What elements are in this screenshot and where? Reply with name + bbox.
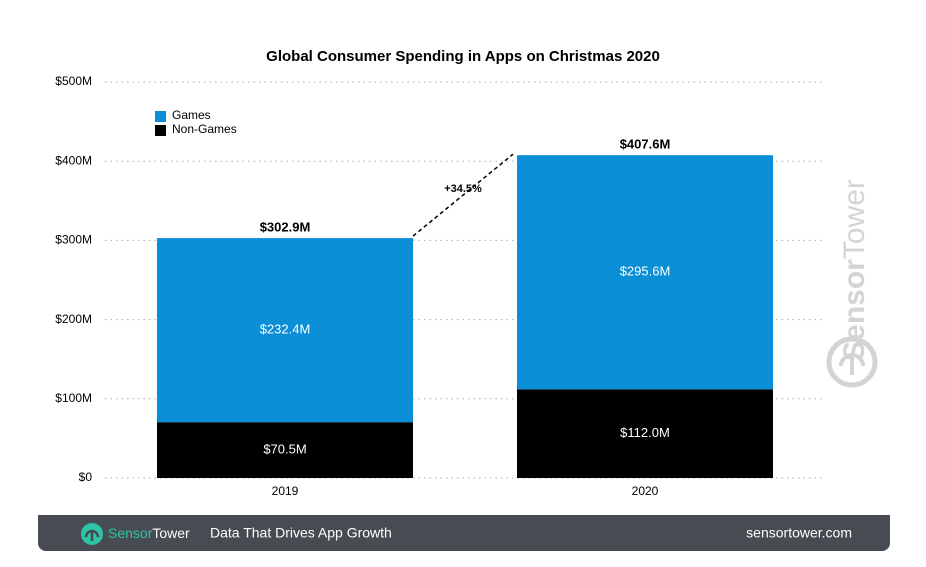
value-label: $232.4M	[260, 322, 311, 337]
bar-segment	[517, 389, 773, 478]
value-label: $112.0M	[620, 425, 670, 440]
footer-brand-second: Tower	[152, 525, 190, 541]
chart-title: Global Consumer Spending in Apps on Chri…	[266, 48, 660, 65]
y-tick-label: $500M	[55, 74, 92, 88]
bar-segment	[517, 155, 773, 390]
legend-label: Games	[172, 108, 211, 122]
y-tick-label: $0	[79, 470, 93, 484]
footer-tagline: Data That Drives App Growth	[210, 525, 392, 541]
growth-line	[412, 153, 514, 237]
bar-segment	[157, 422, 413, 478]
y-tick-label: $200M	[55, 312, 92, 326]
watermark-logo	[826, 336, 878, 388]
legend-swatch	[155, 111, 166, 122]
x-tick-label: 2020	[632, 484, 659, 498]
y-tick-label: $400M	[55, 153, 92, 167]
footer-url: sensortower.com	[746, 525, 852, 541]
footer-brand-first: Sensor	[108, 525, 153, 541]
growth-annotation: +34.5%	[444, 183, 482, 195]
watermark: SensorTower	[838, 179, 871, 361]
legend-swatch	[155, 125, 166, 136]
footer-bar	[38, 515, 890, 551]
y-tick-label: $100M	[55, 391, 92, 405]
x-tick-label: 2019	[272, 484, 299, 498]
footer: SensorTower Data That Drives App Growth …	[38, 515, 890, 551]
watermark-second: Tower	[838, 179, 871, 259]
y-tick-label: $300M	[55, 233, 92, 247]
legend-label: Non-Games	[172, 122, 237, 136]
bar-segment	[157, 238, 413, 423]
value-label: $70.5M	[263, 442, 306, 457]
footer-brand: SensorTower	[108, 525, 190, 541]
total-label: $302.9M	[260, 220, 311, 235]
total-label: $407.6M	[620, 137, 671, 152]
watermark-text: SensorTower	[838, 179, 871, 361]
value-label: $295.6M	[620, 264, 671, 279]
